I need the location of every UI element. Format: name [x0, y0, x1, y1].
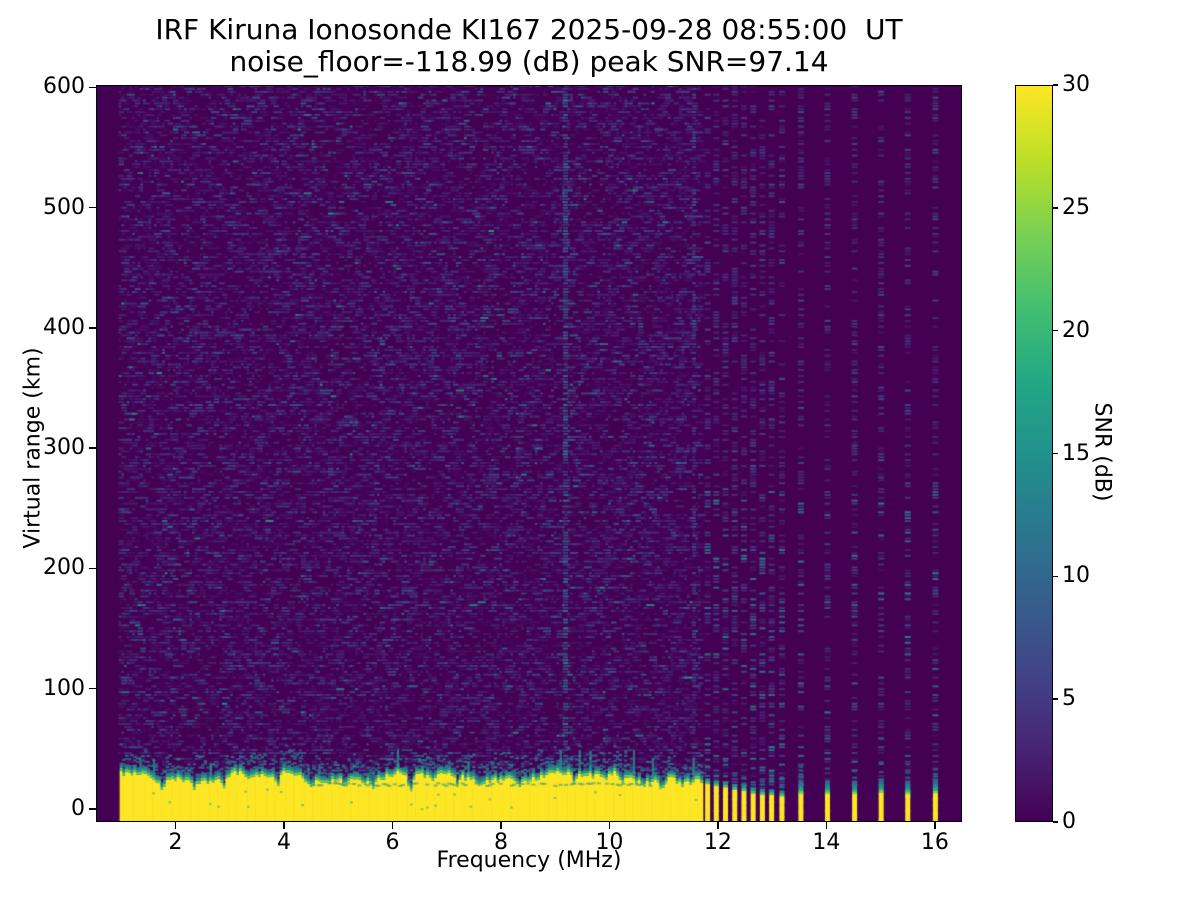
- x-tick-mark: [825, 822, 828, 829]
- y-tick-label: 200: [43, 555, 85, 581]
- chart-subtitle: noise_floor=-118.99 (dB) peak SNR=97.14: [229, 45, 829, 78]
- y-tick-mark: [89, 327, 96, 329]
- colorbar-tick-mark: [1053, 329, 1058, 332]
- y-tick-mark: [89, 86, 96, 89]
- ionogram-heatmap: [96, 85, 962, 822]
- colorbar-tick-mark: [1053, 575, 1058, 578]
- colorbar-tick-label: 0: [1062, 809, 1076, 834]
- y-tick-label: 100: [43, 675, 85, 701]
- x-tick-mark: [391, 822, 394, 829]
- x-tick-mark: [500, 822, 502, 829]
- y-tick-label: 600: [43, 74, 85, 100]
- x-tick-mark: [608, 822, 611, 829]
- y-tick-mark: [89, 687, 96, 690]
- colorbar: [1015, 85, 1053, 822]
- colorbar-tick-label: 20: [1062, 317, 1090, 343]
- colorbar-tick-mark: [1053, 84, 1058, 86]
- y-tick-mark: [89, 206, 96, 209]
- colorbar-tick-label: 10: [1062, 563, 1090, 589]
- x-tick-mark: [717, 822, 719, 829]
- colorbar-tick-label: 5: [1062, 686, 1076, 712]
- y-tick-mark: [89, 567, 96, 570]
- colorbar-tick-label: 30: [1062, 72, 1090, 97]
- x-tick-label: 10: [595, 830, 624, 855]
- y-tick-label: 300: [43, 435, 85, 461]
- y-tick-mark: [89, 447, 96, 449]
- x-tick-label: 8: [493, 830, 508, 855]
- x-tick-label: 2: [168, 830, 183, 855]
- x-tick-mark: [934, 822, 936, 829]
- x-tick-mark: [174, 822, 177, 829]
- y-tick-label: 500: [43, 194, 85, 220]
- colorbar-tick-mark: [1053, 207, 1058, 209]
- x-tick-label: 6: [385, 830, 400, 855]
- colorbar-tick-label: 15: [1062, 440, 1090, 466]
- x-tick-mark: [283, 822, 285, 829]
- x-tick-label: 12: [703, 830, 732, 855]
- plot-area: [96, 85, 962, 822]
- x-tick-label: 16: [920, 830, 949, 855]
- colorbar-tick-mark: [1053, 698, 1058, 700]
- colorbar-tick-mark: [1053, 821, 1058, 823]
- x-tick-label: 4: [276, 830, 291, 855]
- x-axis-label: Frequency (MHz): [436, 848, 622, 873]
- y-tick-label: 400: [43, 314, 85, 340]
- colorbar-label: SNR (dB): [1089, 402, 1115, 502]
- colorbar-tick-mark: [1053, 452, 1058, 455]
- colorbar-tick-label: 25: [1062, 194, 1090, 220]
- y-tick-mark: [89, 807, 96, 810]
- x-tick-label: 14: [812, 830, 841, 855]
- chart-title: IRF Kiruna Ionosonde KI167 2025-09-28 08…: [155, 13, 903, 46]
- y-tick-label: 0: [71, 795, 85, 821]
